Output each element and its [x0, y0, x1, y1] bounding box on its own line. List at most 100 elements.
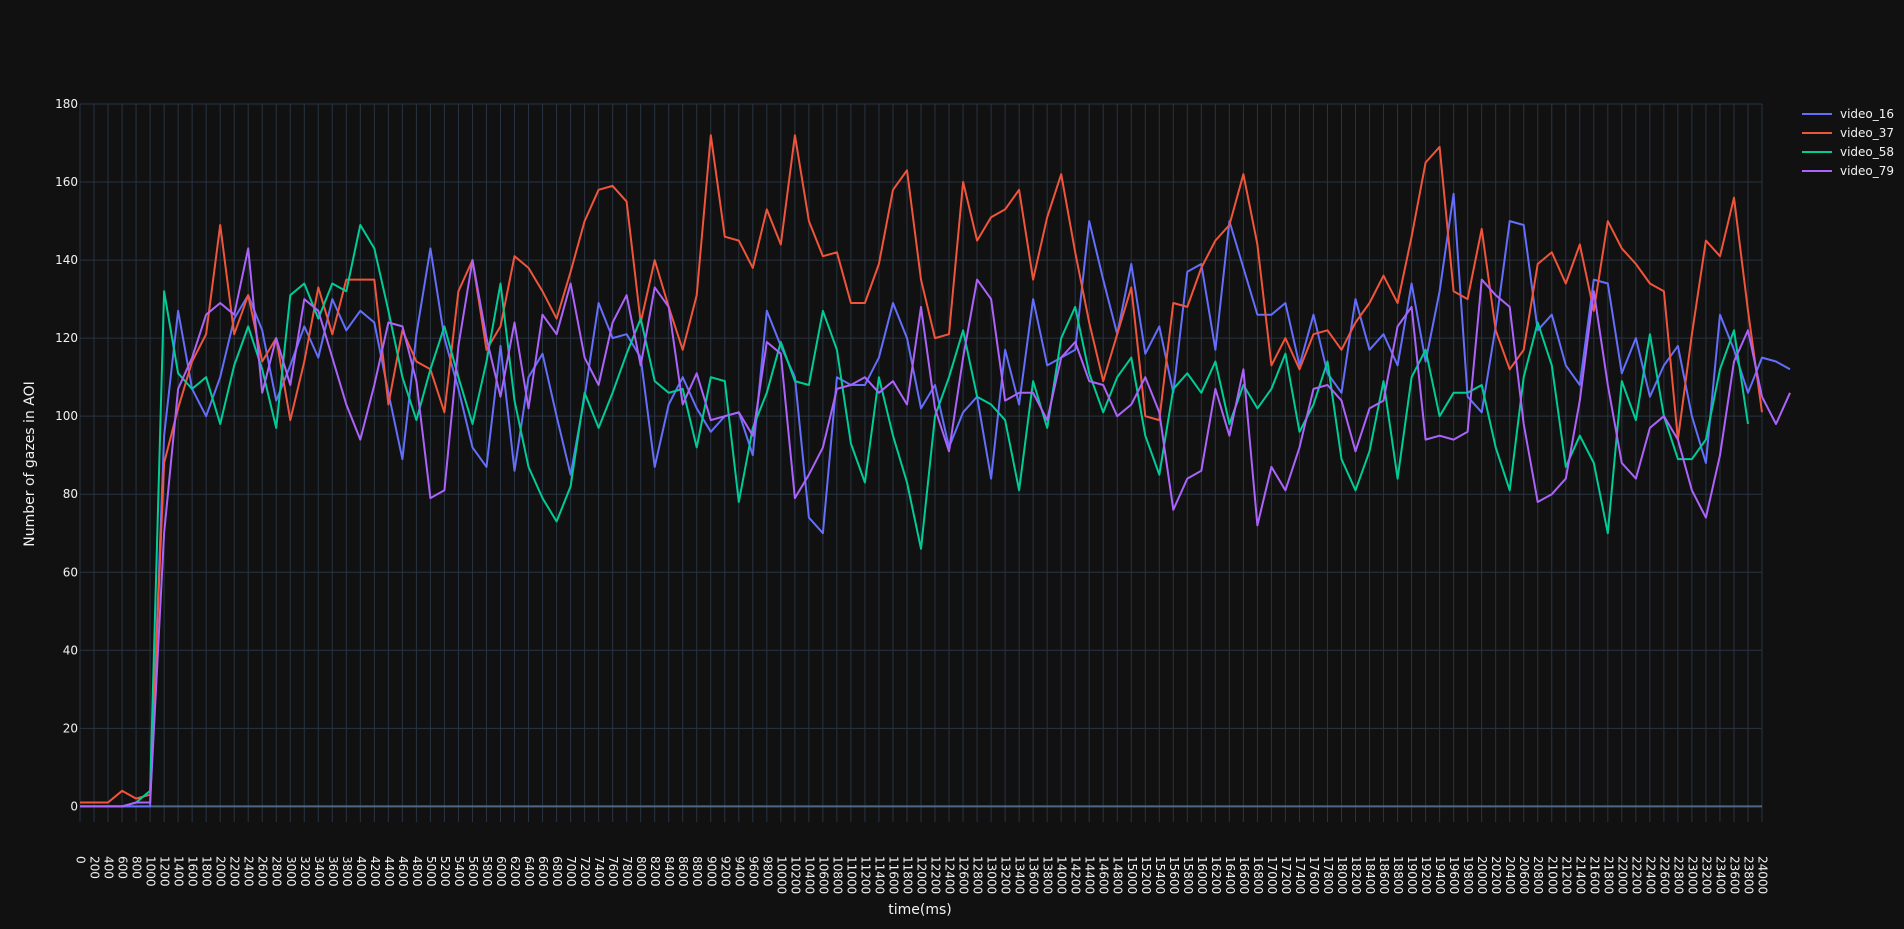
legend-label-video_37[interactable]: video_37: [1840, 126, 1894, 140]
x-tick-label: 1800: [200, 856, 214, 887]
x-tick-label: 3200: [298, 856, 312, 887]
x-tick-label: 5400: [452, 856, 466, 887]
x-tick-label: 24000: [1756, 856, 1770, 894]
x-tick-label: 4400: [382, 856, 396, 887]
x-tick-label: 4000: [354, 856, 368, 887]
x-tick-label: 15000: [1125, 856, 1139, 894]
y-tick-label: 20: [63, 721, 78, 735]
x-tick-label: 14000: [1055, 856, 1069, 894]
y-axis-title: Number of gazes in AOI: [22, 381, 38, 547]
x-tick-label: 12200: [929, 856, 943, 894]
x-tick-label: 6200: [508, 856, 522, 887]
x-tick-label: 4800: [410, 856, 424, 887]
x-tick-label: 7600: [606, 856, 620, 887]
x-tick-label: 21000: [1545, 856, 1559, 894]
y-axis-ticks: 0 20 40 60 80 100 120 140 160 180: [55, 97, 78, 813]
x-tick-label: 5000: [424, 856, 438, 887]
series-line-video_58: [80, 224, 1749, 808]
y-tick-label: 80: [63, 487, 78, 501]
x-tick-label: 600: [116, 856, 130, 879]
x-tick-label: 800: [130, 856, 144, 879]
x-tick-label: 200: [88, 856, 102, 879]
x-tick-label: 12000: [915, 856, 929, 894]
x-tick-label: 13800: [1041, 856, 1055, 894]
y-tick-label: 100: [55, 409, 78, 423]
x-tick-label: 2400: [242, 856, 256, 887]
x-tick-label: 19600: [1447, 856, 1461, 894]
x-tick-label: 11400: [872, 856, 886, 894]
x-tick-label: 21600: [1587, 856, 1601, 894]
x-tick-label: 1400: [172, 856, 186, 887]
x-tick-label: 3800: [340, 856, 354, 887]
x-tick-label: 14400: [1083, 856, 1097, 894]
y-tick-label: 160: [55, 175, 78, 189]
x-tick-label: 7000: [564, 856, 578, 887]
x-tick-label: 19400: [1433, 856, 1447, 894]
x-tick-label: 14600: [1097, 856, 1111, 894]
series-line-video_37: [80, 134, 1763, 804]
x-tick-label: 10400: [802, 856, 816, 894]
x-tick-label: 18600: [1377, 856, 1391, 894]
x-tick-label: 5600: [466, 856, 480, 887]
x-tick-label: 3000: [284, 856, 298, 887]
x-tick-label: 23400: [1713, 856, 1727, 894]
x-tick-label: 22800: [1671, 856, 1685, 894]
x-tick-label: 9600: [746, 856, 760, 887]
x-tick-label: 23200: [1699, 856, 1713, 894]
x-tick-label: 20000: [1475, 856, 1489, 894]
x-tick-label: 6000: [494, 856, 508, 887]
x-tick-label: 13600: [1027, 856, 1041, 894]
x-tick-label: 2200: [228, 856, 242, 887]
x-tick-label: 9800: [760, 856, 774, 887]
x-tick-label: 1000: [144, 856, 158, 887]
x-tick-label: 11000: [844, 856, 858, 894]
x-tick-label: 9000: [704, 856, 718, 887]
x-tick-label: 18800: [1391, 856, 1405, 894]
x-tick-label: 8400: [662, 856, 676, 887]
x-tick-label: 18400: [1363, 856, 1377, 894]
legend-label-video_58[interactable]: video_58: [1840, 145, 1894, 159]
x-tick-label: 2800: [270, 856, 284, 887]
x-tick-label: 22000: [1615, 856, 1629, 894]
x-tick-label: 21400: [1573, 856, 1587, 894]
x-tick-label: 6800: [550, 856, 564, 887]
x-tick-label: 20600: [1517, 856, 1531, 894]
x-tick-label: 10200: [788, 856, 802, 894]
y-tick-label: 180: [55, 97, 78, 111]
x-tick-label: 10000: [774, 856, 788, 894]
x-tick-label: 17600: [1307, 856, 1321, 894]
x-tick-label: 19800: [1461, 856, 1475, 894]
x-tick-label: 1600: [186, 856, 200, 887]
series-lines: [80, 134, 1791, 808]
series-line-video_79: [80, 247, 1791, 808]
x-tick-label: 21200: [1559, 856, 1573, 894]
x-tick-label: 18200: [1349, 856, 1363, 894]
series-line-video_16: [80, 192, 1791, 808]
x-tick-label: 2600: [256, 856, 270, 887]
legend-label-video_79[interactable]: video_79: [1840, 164, 1894, 178]
x-tick-label: 9400: [732, 856, 746, 887]
x-tick-label: 1200: [158, 856, 172, 887]
x-tick-label: 19200: [1419, 856, 1433, 894]
x-tick-label: 20400: [1503, 856, 1517, 894]
x-tick-label: 12400: [943, 856, 957, 894]
x-tick-label: 15400: [1153, 856, 1167, 894]
x-tick-label: 11200: [858, 856, 872, 894]
x-tick-label: 23800: [1741, 856, 1755, 894]
x-tick-label: 15200: [1139, 856, 1153, 894]
x-tick-label: 13400: [1013, 856, 1027, 894]
x-tick-label: 15600: [1167, 856, 1181, 894]
x-tick-label: 12800: [971, 856, 985, 894]
x-tick-label: 2000: [214, 856, 228, 887]
x-tick-label: 14800: [1111, 856, 1125, 894]
grid-lines: [79, 103, 1763, 822]
legend[interactable]: video_16 video_37 video_58 video_79: [1802, 107, 1894, 178]
legend-label-video_16[interactable]: video_16: [1840, 107, 1894, 121]
x-tick-label: 19000: [1405, 856, 1419, 894]
x-tick-label: 17800: [1321, 856, 1335, 894]
x-tick-label: 16600: [1237, 856, 1251, 894]
x-tick-label: 9200: [718, 856, 732, 887]
x-tick-label: 3400: [312, 856, 326, 887]
x-tick-label: 17400: [1293, 856, 1307, 894]
x-tick-label: 14200: [1069, 856, 1083, 894]
